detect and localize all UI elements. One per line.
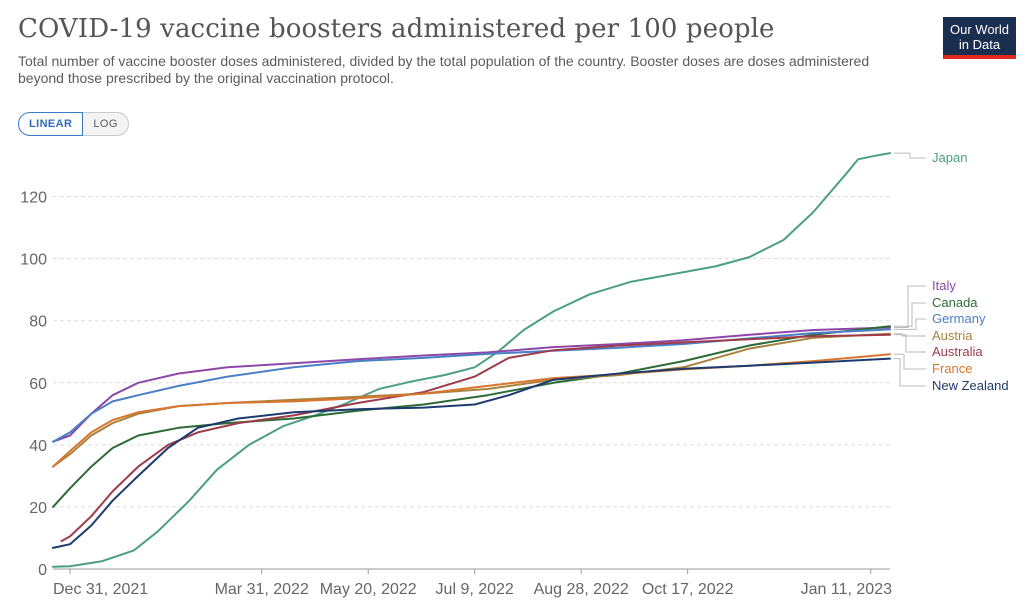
y-tick-label-0: 0 [38, 562, 47, 579]
legend-connector-japan [894, 152, 926, 159]
legend-connector-australia [894, 334, 926, 353]
logo-line-2: in Data [958, 37, 1001, 52]
series-line-italy[interactable] [52, 326, 891, 443]
x-tick-label-3: Jul 9, 2022 [436, 581, 514, 598]
legend-connector-italy [894, 285, 926, 328]
series-line-france[interactable] [52, 353, 891, 468]
series-line-new-zealand[interactable] [52, 357, 891, 549]
logo-line-1: Our World [950, 22, 1009, 37]
y-axis-ticks: 0 20 40 60 80 100 120 [20, 190, 47, 579]
series-lines [52, 152, 891, 568]
legend-connector-canada [894, 302, 926, 327]
legend-label-japan[interactable]: Japan [932, 150, 967, 165]
x-axis-ticks: Dec 31, 2021 Mar 31, 2022 May 20, 2022 Jul … [53, 569, 892, 598]
x-tick-label-0: Dec 31, 2021 [53, 581, 148, 598]
legend-connector-france [894, 353, 926, 370]
series-line-australia[interactable] [60, 333, 891, 543]
x-tick-label-2: May 20, 2022 [320, 581, 417, 598]
y-tick-label-60: 60 [29, 376, 47, 393]
legend-label-france[interactable]: France [932, 361, 972, 376]
y-tick-label-80: 80 [29, 314, 47, 331]
x-tick-label-1: Mar 31, 2022 [215, 581, 309, 598]
legend-connector-new-zealand [894, 358, 926, 387]
legend-label-australia[interactable]: Australia [932, 344, 983, 359]
logo-red-bar [943, 55, 1016, 59]
legend-label-canada[interactable]: Canada [932, 295, 978, 310]
legend-label-new-zealand[interactable]: New Zealand [932, 378, 1009, 393]
x-tick-label-4: Aug 28, 2022 [534, 581, 629, 598]
series-line-canada[interactable] [52, 325, 891, 508]
legend-label-austria[interactable]: Austria [932, 328, 973, 343]
scale-toggle: LINEAR LOG [18, 112, 129, 136]
y-tick-label-20: 20 [29, 500, 47, 517]
chart-title: COVID-19 vaccine boosters administered p… [18, 14, 775, 44]
series-line-austria[interactable] [52, 332, 891, 468]
x-tick-label-6: Jan 11, 2023 [801, 581, 892, 598]
x-tick-label-5: Oct 17, 2022 [642, 581, 734, 598]
gridlines [53, 196, 890, 570]
owid-logo[interactable]: Our World in Data [943, 17, 1016, 59]
y-tick-label-100: 100 [20, 252, 47, 269]
linear-scale-button[interactable]: LINEAR [18, 112, 84, 136]
y-tick-label-40: 40 [29, 438, 47, 455]
legend-label-italy[interactable]: Italy [932, 278, 956, 293]
chart-subtitle: Total number of vaccine booster doses ad… [18, 53, 870, 86]
legend-connector-germany [894, 318, 926, 330]
y-tick-label-120: 120 [20, 190, 47, 207]
legend-label-germany[interactable]: Germany [932, 311, 986, 326]
log-scale-button[interactable]: LOG [83, 112, 129, 136]
series-line-japan[interactable] [52, 152, 891, 568]
